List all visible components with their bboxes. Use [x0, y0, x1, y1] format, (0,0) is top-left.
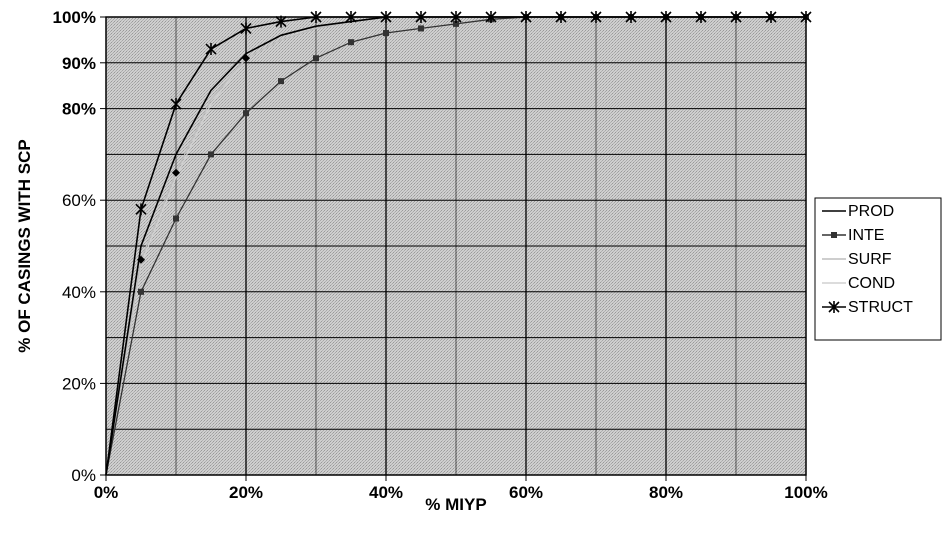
data-point-inte — [383, 30, 389, 37]
legend-item-prod: PROD — [822, 203, 894, 220]
x-tick-label: 80% — [649, 483, 683, 502]
data-point-inte — [418, 25, 424, 32]
data-point-struct — [520, 11, 532, 23]
data-point-struct — [800, 11, 812, 23]
data-point-struct — [765, 11, 777, 23]
legend-item-inte: INTE — [822, 227, 884, 244]
data-point-struct — [345, 11, 357, 23]
data-point-surf — [137, 255, 145, 264]
data-point-struct — [730, 11, 742, 23]
legend-label: PROD — [848, 203, 894, 220]
x-tick-label: 60% — [509, 483, 543, 502]
legend-label: STRUCT — [848, 299, 913, 316]
grid — [106, 17, 806, 475]
data-point-inte — [243, 110, 249, 117]
x-axis-title: % MIYP — [425, 495, 486, 514]
y-tick-label: 20% — [62, 374, 96, 393]
data-point-inte — [138, 288, 144, 295]
y-tick-label: 40% — [62, 283, 96, 302]
data-point-struct — [590, 11, 602, 23]
data-point-struct — [240, 22, 252, 35]
x-tick-label: 40% — [369, 483, 403, 502]
data-point-surf — [172, 168, 180, 177]
y-tick-label: 80% — [62, 100, 96, 119]
data-point-inte — [348, 39, 354, 46]
x-tick-label: 0% — [94, 483, 119, 502]
legend-item-struct: STRUCT — [822, 299, 913, 316]
data-point-struct — [555, 11, 567, 23]
data-point-struct — [205, 43, 217, 56]
data-point-struct — [275, 15, 287, 28]
x-tick-label: 100% — [784, 483, 827, 502]
legend-label: COND — [848, 275, 895, 292]
series-layer — [105, 11, 812, 476]
y-tick-label: 100% — [53, 8, 96, 27]
y-tick-label: 60% — [62, 191, 96, 210]
data-point-struct — [450, 11, 462, 23]
legend-marker — [831, 232, 837, 238]
data-point-struct — [310, 11, 322, 23]
data-point-inte — [313, 55, 319, 62]
y-tick-label: 0% — [71, 466, 96, 485]
data-point-inte — [453, 20, 459, 27]
data-point-struct — [485, 11, 497, 23]
x-tick-label: 20% — [229, 483, 263, 502]
data-point-struct — [380, 11, 392, 23]
x-axis-ticks: 0% 20% 40% 60% 80% 100% — [94, 475, 828, 502]
data-point-inte — [208, 151, 214, 158]
data-point-struct — [695, 11, 707, 23]
legend-item-cond: COND — [822, 275, 895, 292]
data-point-surf — [242, 54, 250, 63]
data-point-struct — [660, 11, 672, 23]
data-point-struct — [135, 203, 147, 216]
data-point-inte — [173, 215, 179, 222]
series-struct — [105, 11, 812, 476]
data-point-struct — [415, 11, 427, 23]
legend-label: INTE — [848, 227, 884, 244]
data-point-struct — [625, 11, 637, 23]
y-tick-label: 90% — [62, 54, 96, 73]
y-axis-title: % OF CASINGS WITH SCP — [15, 139, 34, 352]
legend-box — [814, 197, 942, 341]
legend-marker — [828, 301, 840, 313]
data-point-inte — [278, 78, 284, 85]
legend-item-surf: SURF — [822, 251, 892, 268]
y-axis-ticks: 0% 20% 40% 60% 80% 90% 100% — [53, 8, 106, 485]
legend: PROD INTE SURF COND STRUCT — [814, 197, 942, 341]
legend-label: SURF — [848, 251, 892, 268]
data-point-struct — [170, 98, 182, 111]
